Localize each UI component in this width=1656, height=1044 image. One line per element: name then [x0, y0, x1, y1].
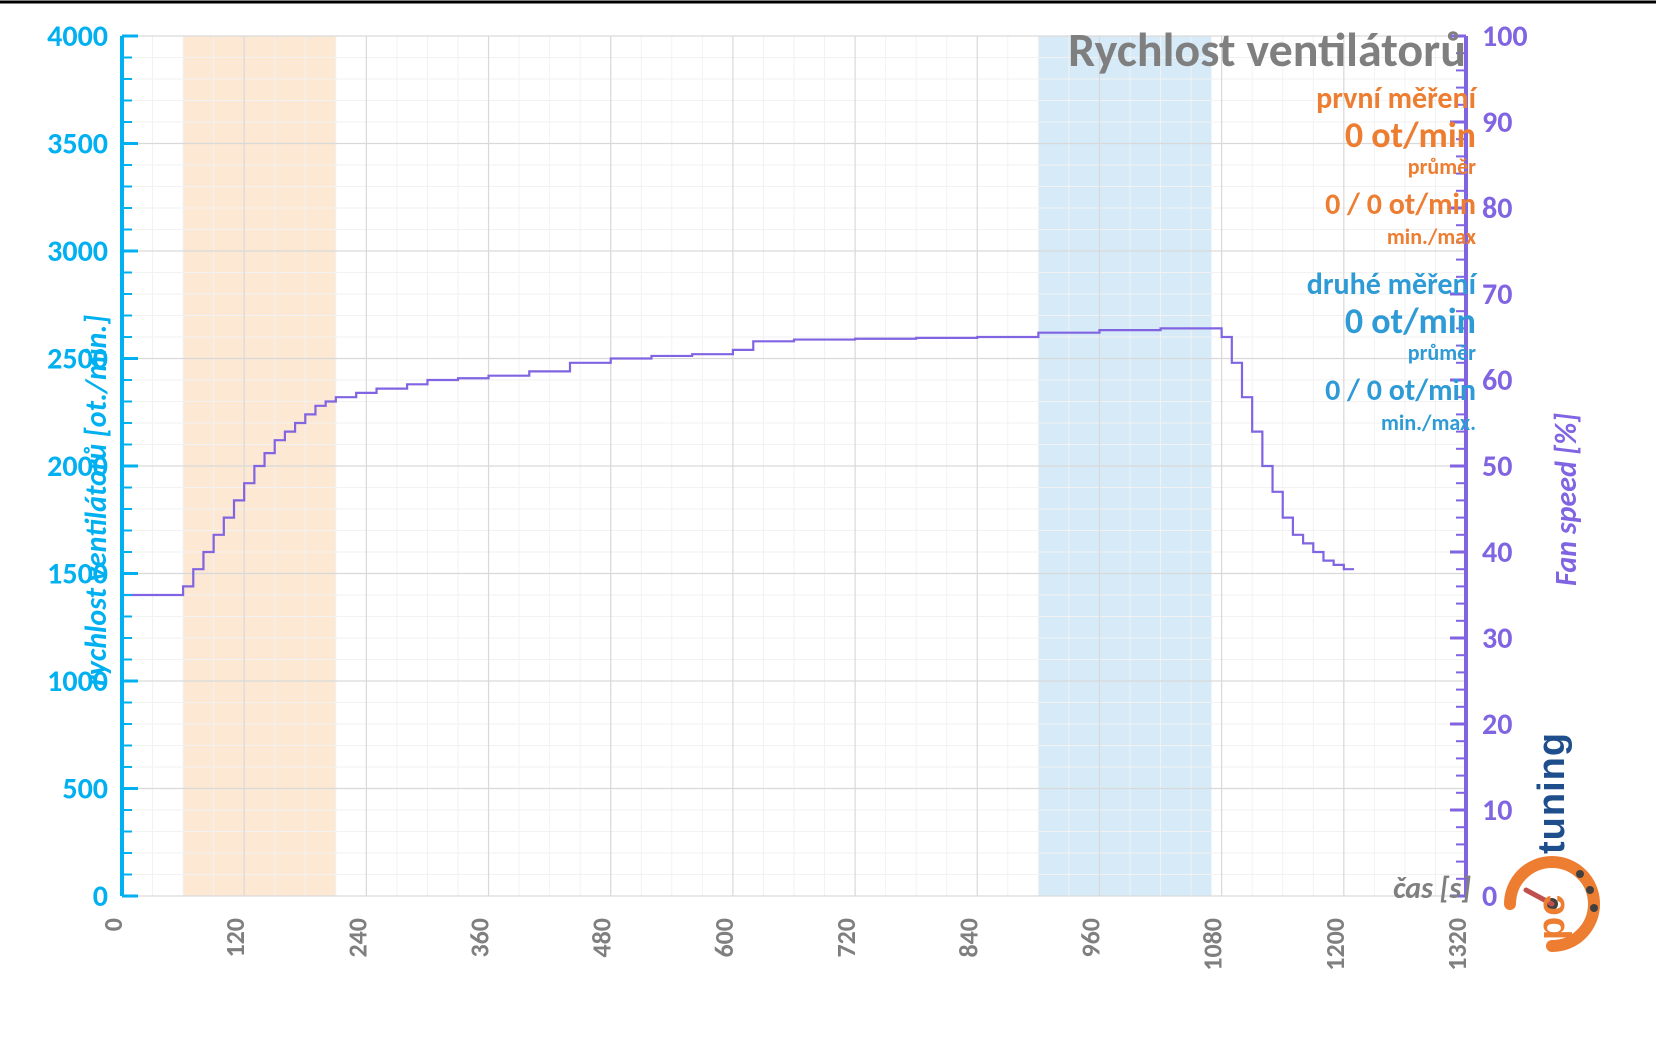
- ytick-right: 40: [1482, 534, 1512, 571]
- ytick-right: 70: [1482, 276, 1512, 313]
- ytick-right: 80: [1482, 190, 1512, 227]
- info-sub2: min./max.: [1307, 409, 1476, 436]
- ytick-left: 500: [62, 771, 108, 808]
- ytick-right: 90: [1482, 104, 1512, 141]
- ytick-right: 60: [1482, 362, 1512, 399]
- info-sub1: průměr: [1307, 339, 1476, 366]
- logo-text-bottom: pc: [1531, 894, 1573, 940]
- y-left-label: rychlost ventilátorů [ot./min.]: [78, 315, 115, 686]
- info-sub2: min./max: [1316, 223, 1476, 250]
- xtick: 1200: [1319, 918, 1351, 971]
- pctuning-logo: tuning pc: [1492, 674, 1612, 954]
- xtick: 120: [219, 918, 251, 958]
- ytick-right: 50: [1482, 448, 1512, 485]
- xtick: 960: [1074, 918, 1106, 958]
- info-panel-0: první měření0 ot/minprůměr 0 / 0 ot/minmi…: [1316, 80, 1476, 250]
- chart-title: Rychlost ventilátorů: [1068, 20, 1466, 79]
- xtick: 840: [952, 918, 984, 958]
- xtick: 0: [97, 918, 129, 931]
- ytick-right: 100: [1482, 18, 1528, 55]
- info-heading: druhé měření: [1307, 266, 1476, 303]
- xtick: 480: [586, 918, 618, 958]
- info-range: 0 / 0 ot/min: [1316, 186, 1476, 223]
- ytick-left: 3000: [47, 233, 108, 270]
- ytick-left: 4000: [47, 18, 108, 55]
- info-sub1: průměr: [1316, 153, 1476, 180]
- xtick: 720: [830, 918, 862, 958]
- logo-text-top: tuning: [1531, 732, 1573, 854]
- xtick: 360: [464, 918, 496, 958]
- info-value: 0 ot/min: [1316, 117, 1476, 153]
- ytick-left: 3500: [47, 126, 108, 163]
- fan-speed-chart: 05001000150020002500300035004000rychlost…: [0, 0, 1656, 1044]
- info-range: 0 / 0 ot/min: [1307, 372, 1476, 409]
- xtick: 1320: [1441, 918, 1473, 971]
- ytick-right: 30: [1482, 620, 1512, 657]
- xtick: 600: [708, 918, 740, 958]
- ytick-left: 0: [93, 878, 108, 915]
- info-heading: první měření: [1316, 80, 1476, 117]
- info-panel-1: druhé měření0 ot/minprůměr 0 / 0 ot/minmi…: [1307, 266, 1476, 436]
- y-right-label: Fan speed [%]: [1548, 413, 1585, 586]
- x-axis-label: čas [s]: [1393, 870, 1471, 907]
- info-value: 0 ot/min: [1307, 303, 1476, 339]
- xtick: 240: [341, 918, 373, 958]
- xtick: 1080: [1197, 918, 1229, 971]
